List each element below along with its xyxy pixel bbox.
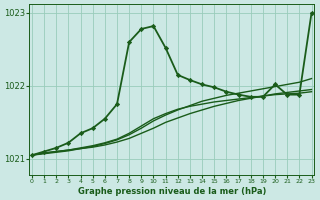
X-axis label: Graphe pression niveau de la mer (hPa): Graphe pression niveau de la mer (hPa) <box>77 187 266 196</box>
